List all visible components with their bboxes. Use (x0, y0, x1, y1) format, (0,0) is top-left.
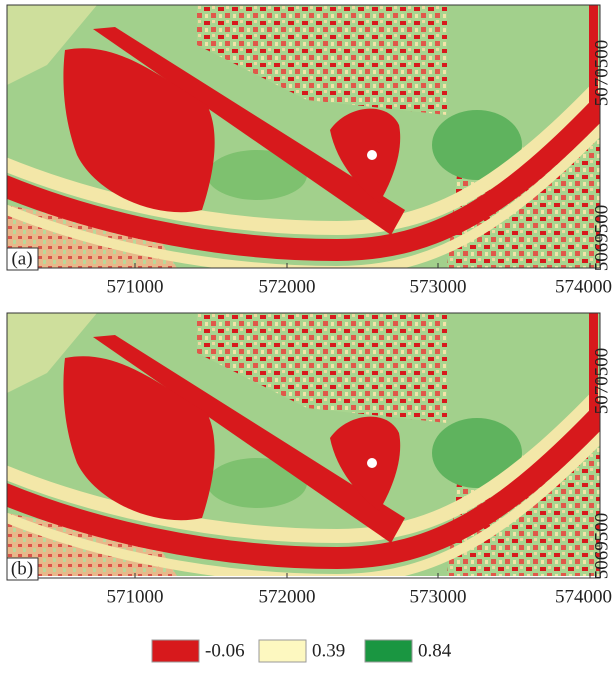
figure: (a) 571000 572000 573000 574000 5070500 506950… (0, 0, 614, 693)
x-tick-label: 571000 (107, 276, 164, 297)
x-tick-label: 572000 (259, 586, 316, 607)
legend-label: 0.39 (312, 640, 345, 661)
x-tick-label: 574000 (555, 276, 612, 297)
y-tick-label: 5070500 (591, 40, 612, 107)
page: {"panels": [ {"label": "(a)", "xticks": … (0, 0, 614, 698)
legend-swatch (152, 640, 199, 662)
legend-swatch (365, 640, 412, 662)
x-tick-label: 573000 (410, 586, 467, 607)
x-tick-label: 571000 (107, 586, 164, 607)
y-tick-label: 5069500 (591, 513, 612, 580)
panel-label: (a) (11, 248, 32, 269)
x-tick-label: 574000 (555, 586, 612, 607)
map-image (2, 313, 607, 579)
legend-label: 0.84 (418, 640, 452, 661)
panel-label: (b) (11, 558, 33, 579)
map-image (2, 5, 607, 271)
y-tick-label: 5069500 (591, 205, 612, 272)
x-tick-label: 572000 (259, 276, 316, 297)
legend-label: -0.06 (205, 640, 245, 661)
legend-swatch (259, 640, 306, 662)
y-tick-label: 5070500 (591, 348, 612, 415)
x-tick-label: 573000 (410, 276, 467, 297)
